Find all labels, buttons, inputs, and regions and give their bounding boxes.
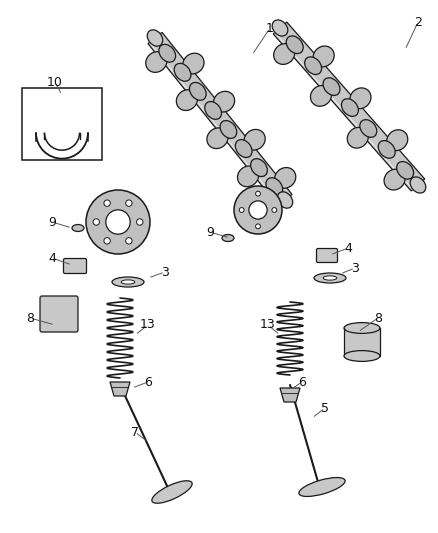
Ellipse shape	[220, 120, 237, 139]
Text: 7: 7	[131, 425, 139, 439]
Ellipse shape	[277, 192, 293, 208]
Ellipse shape	[183, 53, 204, 74]
Polygon shape	[280, 388, 300, 402]
Ellipse shape	[286, 36, 303, 54]
Text: 4: 4	[344, 241, 352, 254]
Ellipse shape	[350, 88, 371, 109]
Ellipse shape	[344, 351, 380, 361]
FancyBboxPatch shape	[317, 248, 338, 262]
Ellipse shape	[272, 20, 288, 36]
Ellipse shape	[177, 90, 198, 110]
Ellipse shape	[244, 130, 265, 150]
Ellipse shape	[347, 127, 368, 148]
Circle shape	[256, 224, 261, 229]
Ellipse shape	[205, 101, 222, 119]
Polygon shape	[110, 382, 130, 396]
Ellipse shape	[387, 130, 408, 150]
Ellipse shape	[147, 30, 162, 46]
Bar	[344, 328, 380, 356]
Ellipse shape	[146, 52, 167, 72]
Ellipse shape	[313, 46, 334, 67]
Ellipse shape	[112, 277, 144, 287]
Polygon shape	[148, 33, 292, 206]
Text: 6: 6	[298, 376, 306, 389]
Text: 8: 8	[374, 311, 382, 325]
Polygon shape	[273, 22, 425, 191]
FancyBboxPatch shape	[64, 259, 86, 273]
Ellipse shape	[266, 177, 283, 196]
Ellipse shape	[344, 322, 380, 334]
Text: 9: 9	[48, 215, 56, 229]
Ellipse shape	[275, 167, 296, 188]
Ellipse shape	[410, 177, 426, 193]
Circle shape	[93, 219, 99, 225]
Circle shape	[234, 186, 282, 234]
Ellipse shape	[207, 128, 228, 149]
Ellipse shape	[360, 119, 377, 138]
Text: 5: 5	[321, 401, 329, 415]
Ellipse shape	[342, 99, 358, 116]
Ellipse shape	[384, 169, 405, 190]
Circle shape	[272, 207, 277, 212]
Text: 3: 3	[351, 262, 359, 274]
Ellipse shape	[237, 166, 259, 187]
Ellipse shape	[274, 44, 295, 64]
Bar	[22, 88, 102, 160]
Circle shape	[104, 238, 110, 244]
Text: 1: 1	[266, 21, 274, 35]
Ellipse shape	[305, 57, 321, 75]
Ellipse shape	[235, 140, 252, 157]
Ellipse shape	[152, 481, 192, 503]
Ellipse shape	[397, 161, 413, 179]
Text: 10: 10	[47, 76, 63, 88]
Ellipse shape	[222, 235, 234, 241]
Ellipse shape	[311, 85, 332, 106]
Text: 6: 6	[144, 376, 152, 389]
FancyBboxPatch shape	[40, 296, 78, 332]
Text: 9: 9	[206, 225, 214, 238]
Ellipse shape	[299, 478, 345, 496]
Text: 13: 13	[260, 319, 276, 332]
Circle shape	[86, 190, 150, 254]
Ellipse shape	[190, 83, 206, 100]
Text: 4: 4	[48, 252, 56, 264]
Ellipse shape	[378, 141, 395, 158]
Ellipse shape	[251, 159, 267, 176]
Circle shape	[256, 191, 261, 196]
Circle shape	[126, 238, 132, 244]
Ellipse shape	[323, 78, 340, 95]
Text: 2: 2	[414, 15, 422, 28]
Ellipse shape	[323, 276, 337, 280]
Ellipse shape	[213, 91, 235, 112]
Circle shape	[249, 201, 267, 219]
Ellipse shape	[314, 273, 346, 283]
Circle shape	[137, 219, 143, 225]
Circle shape	[239, 207, 244, 212]
Circle shape	[104, 200, 110, 206]
Ellipse shape	[121, 280, 135, 284]
Ellipse shape	[159, 44, 176, 62]
Circle shape	[126, 200, 132, 206]
Text: 3: 3	[161, 265, 169, 279]
Ellipse shape	[72, 224, 84, 231]
Text: 8: 8	[26, 311, 34, 325]
Ellipse shape	[174, 63, 191, 81]
Circle shape	[106, 210, 130, 234]
Text: 13: 13	[140, 319, 156, 332]
